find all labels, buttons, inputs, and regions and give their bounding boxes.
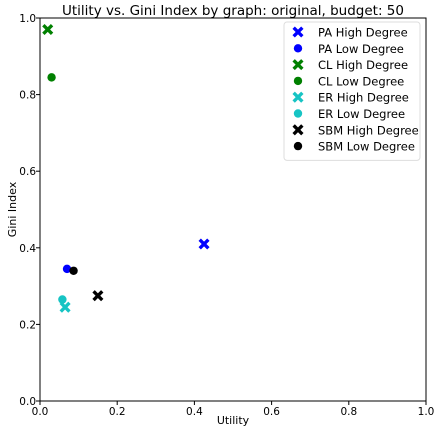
legend-label: PA Low Degree xyxy=(318,42,404,56)
y-tick-label: 0.8 xyxy=(19,90,36,102)
y-tick-label: 1.0 xyxy=(19,13,36,25)
legend-marker xyxy=(292,59,304,71)
y-tick-label: 0.0 xyxy=(19,396,36,408)
legend-marker xyxy=(293,109,303,118)
legend-marker xyxy=(292,91,304,103)
legend-marker xyxy=(292,26,304,38)
x-tick-label: 0.4 xyxy=(186,406,203,418)
data-point-cl-high-degree xyxy=(42,23,54,36)
y-tick-label: 0.6 xyxy=(19,166,36,178)
legend-marker xyxy=(293,76,303,86)
data-point-sbm-high-degree xyxy=(92,290,104,302)
x-axis-ticks: 0.0 0.2 0.4 0.6 0.8 1.0 xyxy=(32,401,434,418)
axes-frame xyxy=(39,17,427,402)
legend-label: CL High Degree xyxy=(318,58,408,72)
legend-label: ER High Degree xyxy=(318,91,409,105)
legend-label: SBM Low Degree xyxy=(318,140,415,154)
data-point-er-low-degree xyxy=(58,295,67,304)
chart-title: Utility vs. Gini Index by graph: origina… xyxy=(62,3,404,19)
legend-label: SBM High Degree xyxy=(318,123,419,137)
data-point-cl-low-degree xyxy=(47,73,56,82)
legend-label: CL Low Degree xyxy=(318,74,404,88)
legend-label: PA High Degree xyxy=(318,26,408,40)
data-point-pa-low-degree xyxy=(62,264,72,274)
data-points xyxy=(42,23,210,313)
data-point-er-high-degree xyxy=(59,301,71,313)
x-tick-label: 0.2 xyxy=(109,406,126,418)
data-point-sbm-low-degree xyxy=(69,266,78,275)
x-tick-label: 0.6 xyxy=(263,406,280,418)
x-axis-label: Utility xyxy=(217,414,250,427)
legend-marker xyxy=(293,141,303,151)
x-tick-label: 1.0 xyxy=(418,406,434,418)
y-tick-label: 0.4 xyxy=(19,243,36,255)
y-tick-label: 0.2 xyxy=(19,319,36,331)
legend-marker xyxy=(293,44,303,53)
legend: PA High Degree PA Low Degree CL High Degre… xyxy=(283,21,421,161)
data-point-pa-high-degree xyxy=(198,238,210,250)
legend-box xyxy=(283,21,421,161)
legend-label: ER Low Degree xyxy=(318,107,405,121)
legend-marker xyxy=(292,124,304,136)
x-tick-label: 0.0 xyxy=(32,406,49,418)
x-tick-label: 0.8 xyxy=(340,406,357,418)
y-axis-label: Gini Index xyxy=(6,181,19,237)
y-axis-ticks: 0.0 0.2 0.4 0.6 0.8 1.0 xyxy=(19,13,40,408)
